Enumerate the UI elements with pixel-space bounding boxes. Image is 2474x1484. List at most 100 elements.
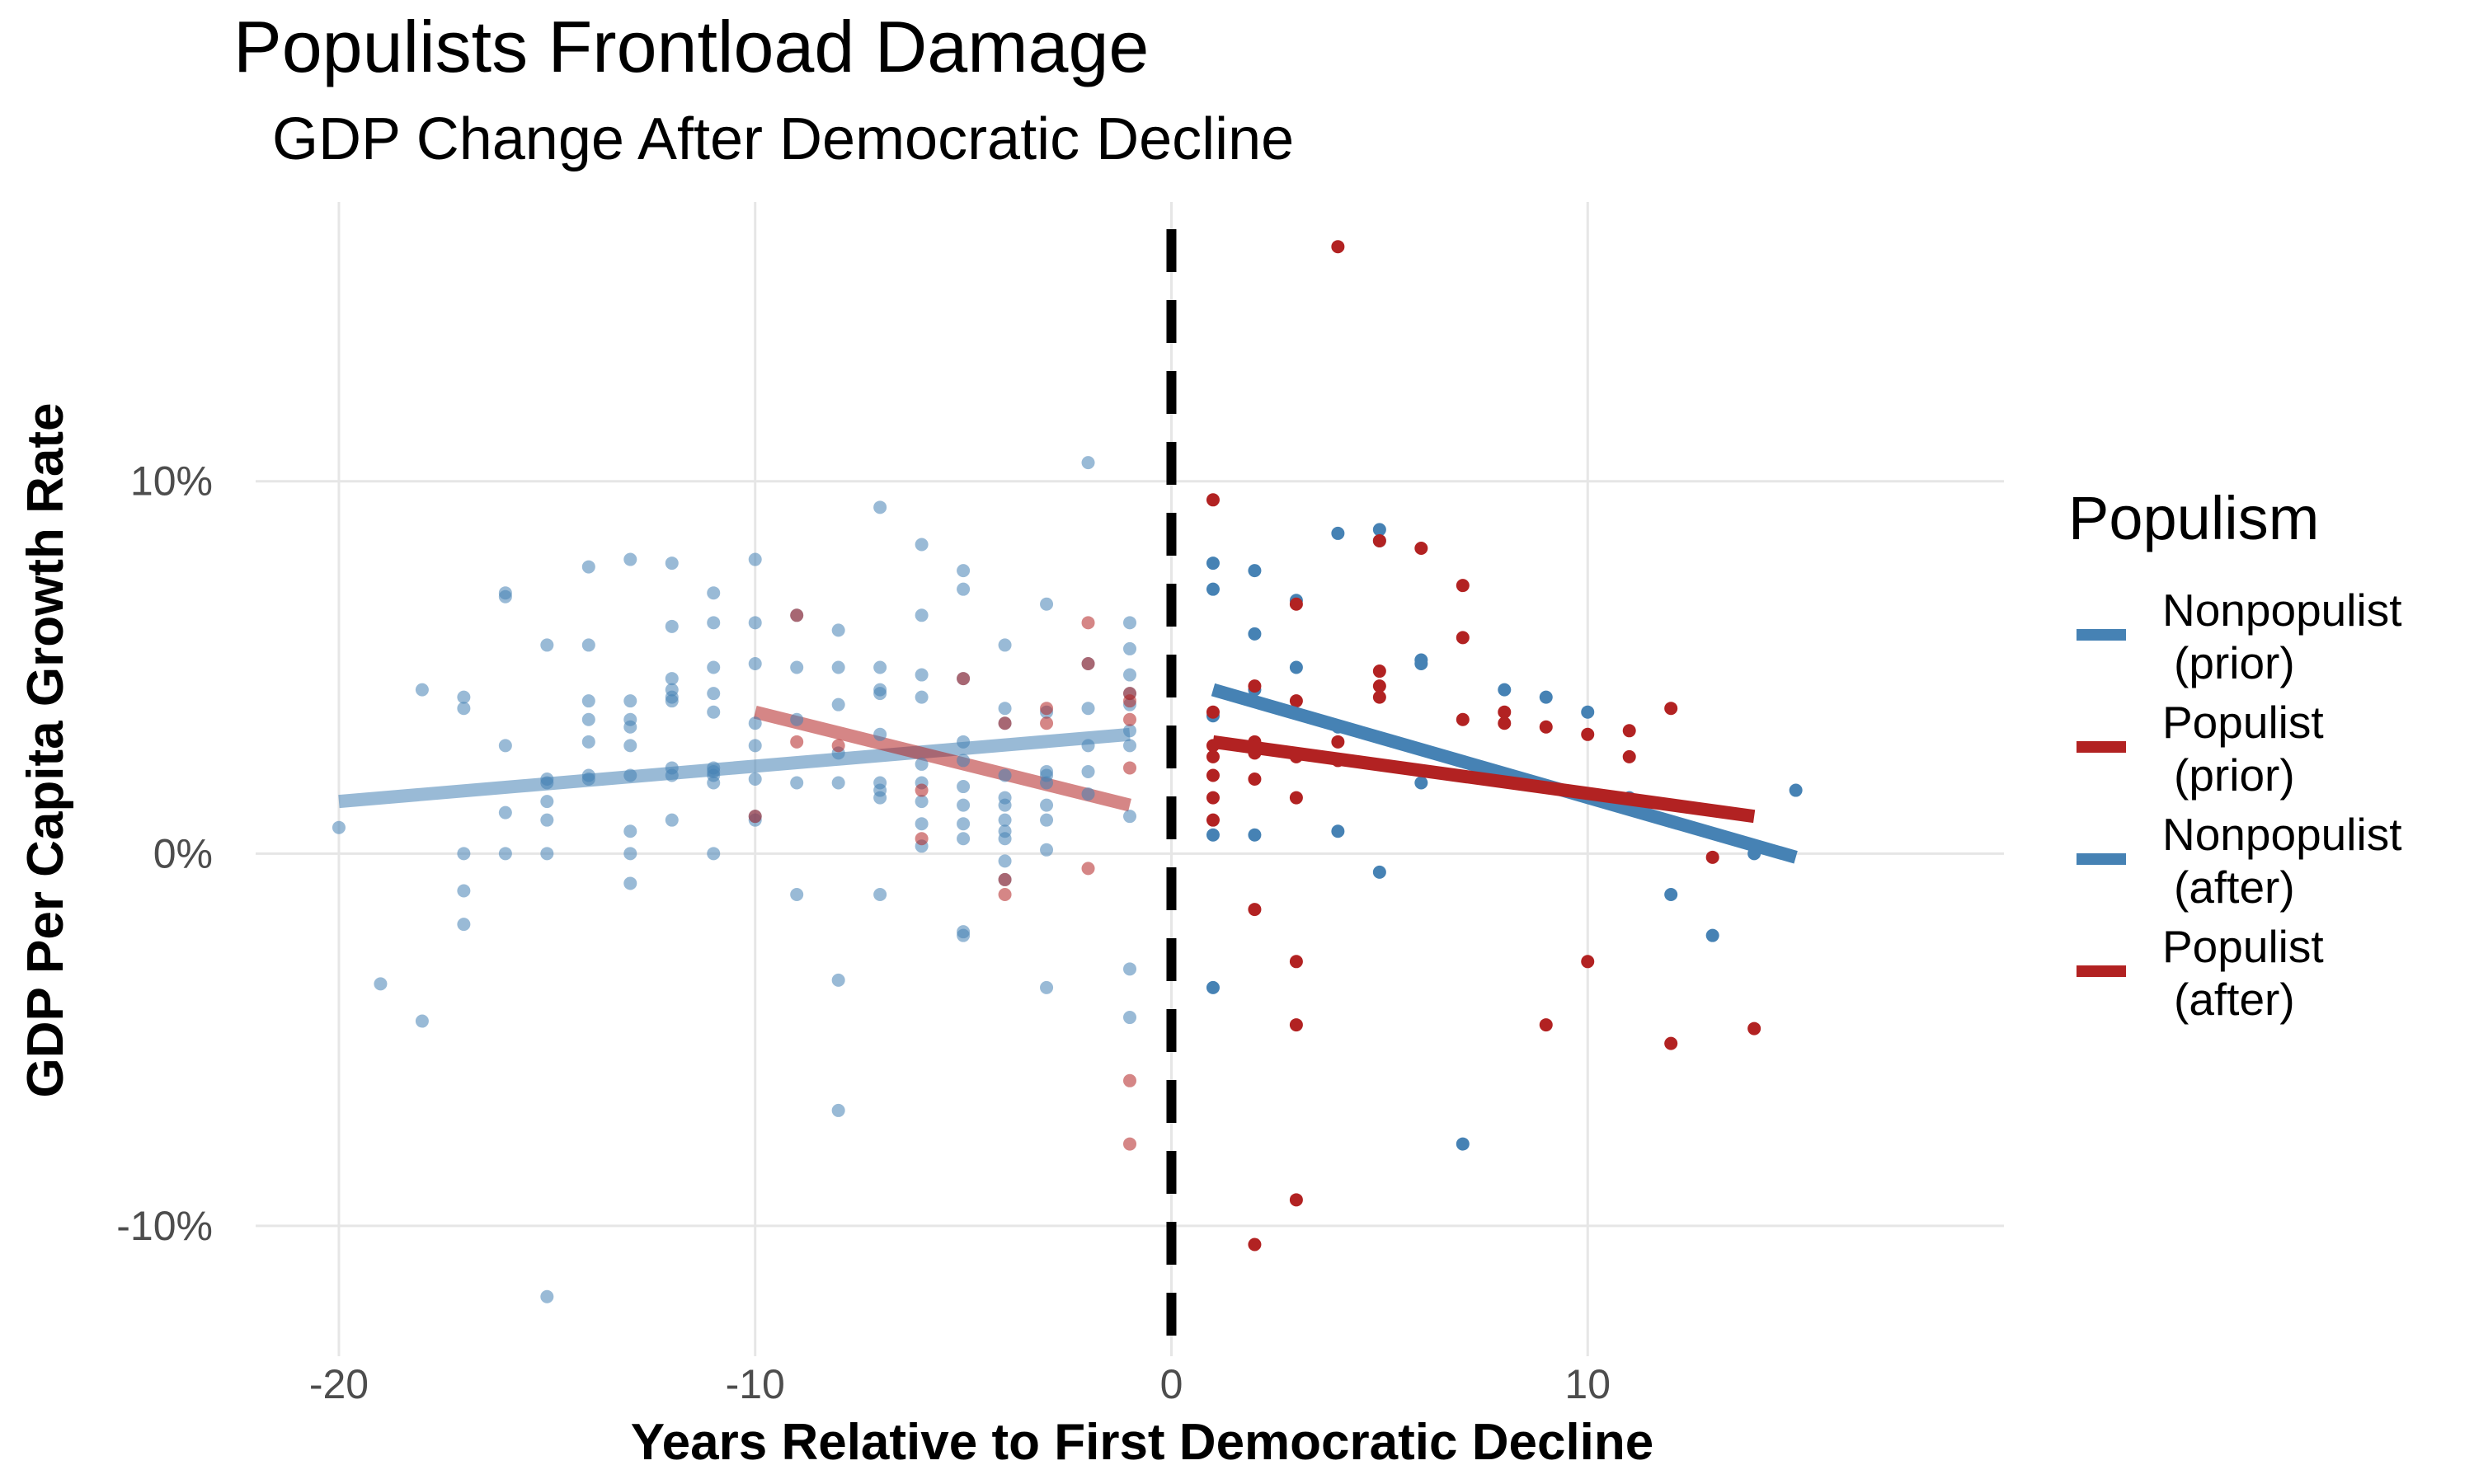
trend-lines-prior	[338, 705, 1131, 812]
data-point	[1206, 705, 1220, 719]
data-point	[1498, 716, 1512, 730]
data-point	[790, 712, 804, 726]
data-point	[998, 798, 1012, 812]
data-point	[415, 683, 429, 697]
data-point	[623, 824, 637, 838]
data-point	[707, 586, 721, 600]
data-point	[831, 1103, 845, 1117]
data-point	[1040, 716, 1054, 730]
data-point	[498, 739, 512, 753]
trend-lines-after	[1211, 683, 1798, 864]
data-point	[540, 1289, 554, 1303]
data-point	[1289, 791, 1303, 805]
data-point	[873, 727, 887, 741]
data-point	[623, 694, 637, 708]
data-point	[1372, 865, 1386, 879]
data-point	[1664, 888, 1678, 901]
data-point	[498, 847, 512, 861]
legend-label-sub: (prior)	[2174, 637, 2295, 688]
trend-line	[1211, 683, 1798, 864]
data-point	[665, 672, 679, 686]
data-point	[1206, 493, 1220, 507]
data-point	[998, 768, 1012, 782]
data-point	[1581, 705, 1595, 719]
data-point	[1123, 739, 1136, 753]
data-point	[1248, 564, 1262, 578]
y-tick-label: -10%	[116, 1203, 213, 1249]
data-point	[1040, 597, 1054, 611]
data-point	[957, 817, 971, 831]
data-point	[1081, 862, 1095, 876]
legend-title: Populism	[2068, 484, 2319, 552]
data-point	[581, 735, 595, 749]
data-point	[1206, 582, 1220, 596]
data-point	[665, 694, 679, 708]
data-point	[915, 795, 929, 809]
data-point	[1414, 776, 1428, 790]
data-point	[1289, 597, 1303, 611]
data-point	[957, 735, 971, 749]
data-point	[1372, 665, 1386, 679]
legend-items: Nonpopulist(prior)Populist(prior)Nonpopu…	[2077, 585, 2401, 1025]
data-point	[1040, 980, 1054, 994]
data-point	[1123, 641, 1136, 655]
data-point	[1747, 1021, 1761, 1036]
data-points	[332, 240, 1803, 1303]
data-point	[581, 694, 595, 708]
data-point	[1331, 735, 1345, 749]
data-point	[623, 876, 637, 890]
data-point	[581, 638, 595, 652]
data-point	[873, 687, 887, 701]
legend-label-sub: (after)	[2174, 974, 2295, 1025]
data-point	[1123, 724, 1136, 738]
data-point	[1081, 657, 1095, 670]
data-point	[748, 810, 762, 824]
data-point	[457, 884, 471, 898]
data-point	[1372, 679, 1386, 693]
data-point	[498, 805, 512, 819]
data-point	[748, 616, 762, 630]
data-point	[998, 872, 1012, 886]
data-point	[915, 608, 929, 622]
data-point	[748, 552, 762, 566]
data-point	[998, 888, 1012, 901]
data-point	[1581, 727, 1595, 741]
data-point	[332, 820, 346, 834]
data-point	[1081, 764, 1095, 778]
data-point	[1664, 702, 1678, 716]
data-point	[915, 817, 929, 831]
data-point	[623, 552, 637, 566]
data-point	[873, 888, 887, 901]
trend-line	[1211, 735, 1756, 824]
data-point	[1206, 828, 1220, 842]
data-point	[1289, 1018, 1303, 1032]
data-point	[748, 773, 762, 786]
axis-ticks: -20 -10 0 10 -10% 0% 10%	[116, 458, 1611, 1407]
data-point	[1248, 1237, 1262, 1252]
legend-label: Populist	[2162, 697, 2324, 748]
data-point	[1123, 694, 1136, 708]
x-axis-title: Years Relative to First Democratic Decli…	[631, 1414, 1654, 1471]
data-point	[998, 813, 1012, 827]
data-point	[957, 780, 971, 794]
data-point	[998, 832, 1012, 846]
data-point	[1498, 683, 1512, 697]
data-point	[831, 776, 845, 790]
data-point	[1789, 783, 1803, 797]
data-point	[540, 795, 554, 809]
data-point	[1414, 657, 1428, 670]
data-point	[1622, 749, 1636, 763]
x-tick-label: 0	[1160, 1361, 1183, 1407]
data-point	[1414, 542, 1428, 555]
data-point	[457, 847, 471, 861]
data-point	[748, 716, 762, 730]
data-point	[1248, 773, 1262, 786]
data-point	[1040, 843, 1054, 857]
data-point	[457, 690, 471, 704]
data-point	[998, 638, 1012, 652]
data-point	[1539, 1018, 1553, 1032]
data-point	[665, 768, 679, 782]
data-point	[1123, 761, 1136, 775]
x-tick-label: -20	[309, 1361, 369, 1407]
